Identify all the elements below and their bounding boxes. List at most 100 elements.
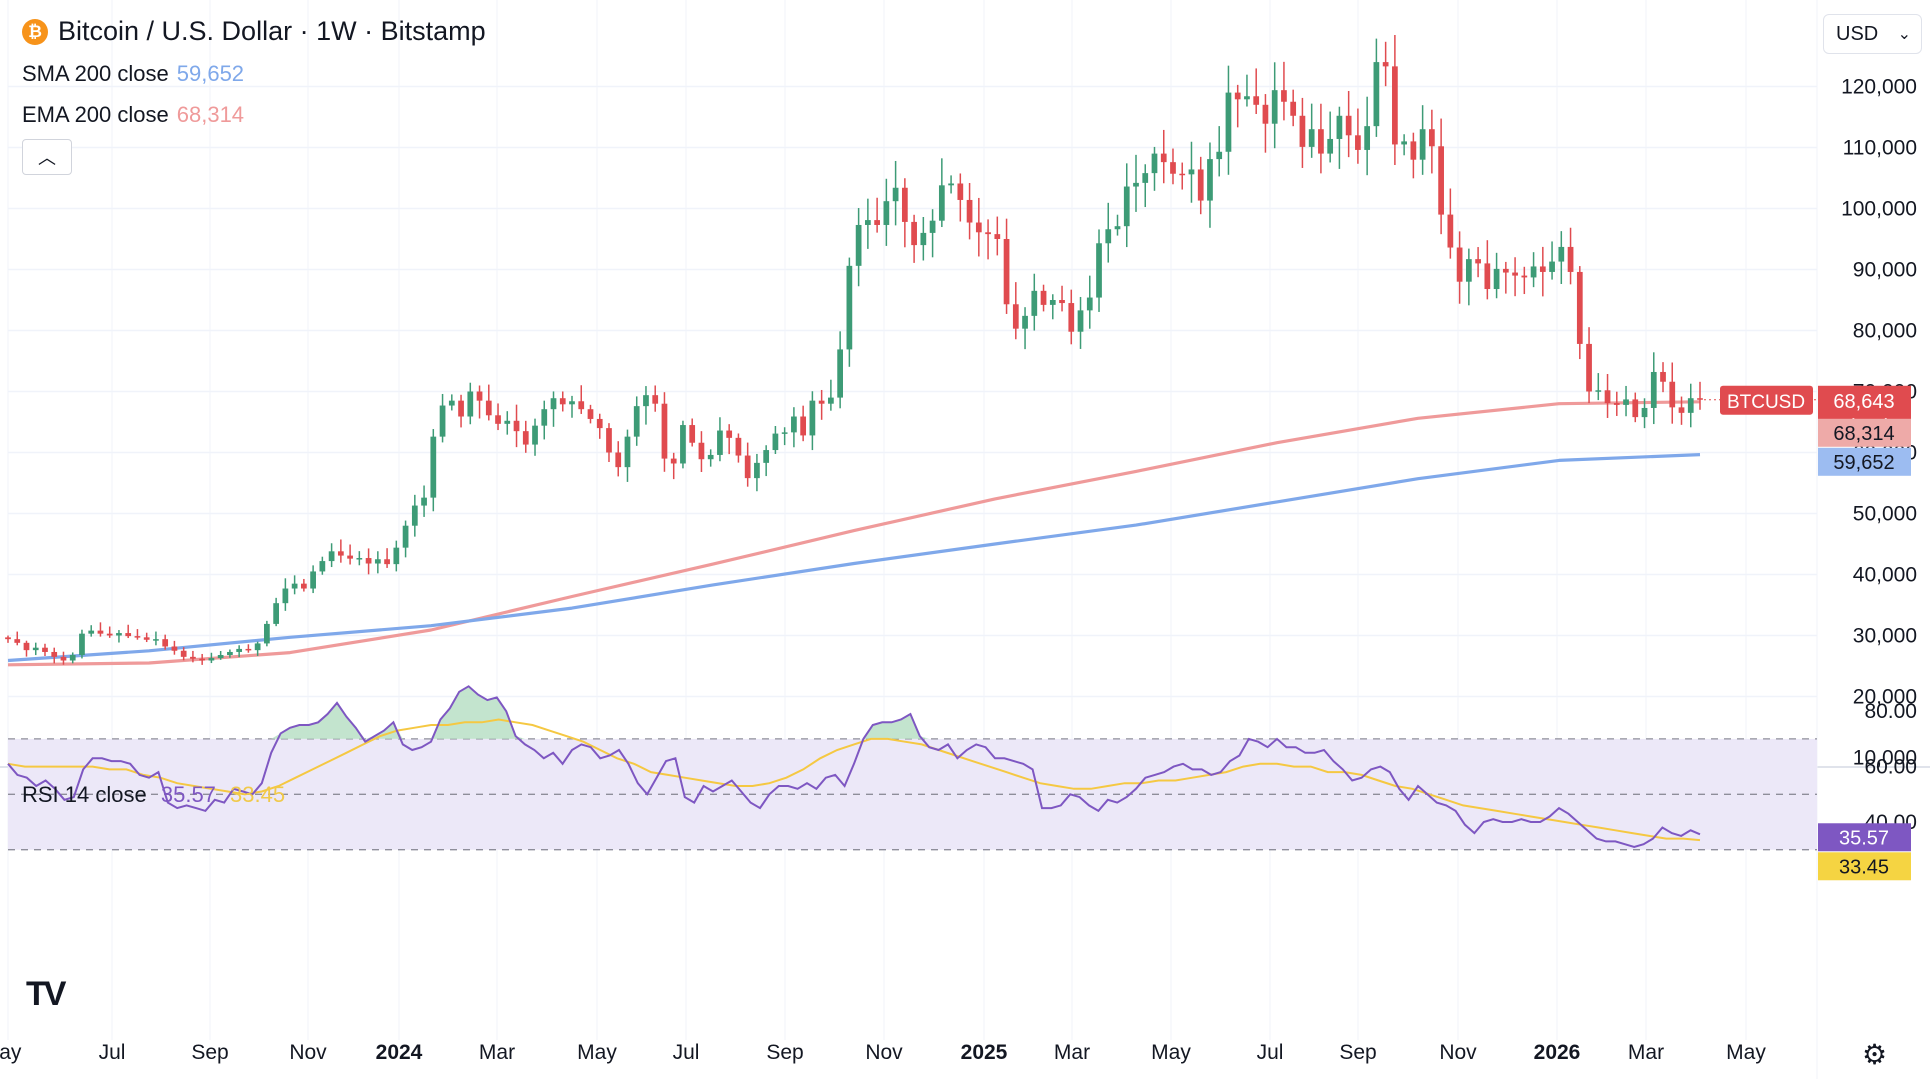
candle-up: [846, 265, 853, 350]
candle-down: [1521, 275, 1528, 278]
candle-down: [994, 234, 1001, 239]
candle-down: [485, 400, 492, 416]
price-axis[interactable]: 120,000110,000100,00090,00080,00070,0006…: [1841, 76, 1917, 770]
candle-down: [384, 559, 390, 565]
candle-up: [643, 395, 649, 407]
settings-gear-icon[interactable]: ⚙: [1862, 1039, 1888, 1070]
candle-down: [301, 583, 307, 589]
candle-down: [1604, 390, 1611, 404]
candlestick-series[interactable]: [5, 35, 1703, 665]
chart-title: Bitcoin / U.S. Dollar · 1W · Bitstamp: [58, 16, 486, 46]
candle-down: [901, 187, 908, 222]
candle-down: [245, 648, 252, 651]
candle-down: [1262, 104, 1269, 124]
candle-down: [1234, 92, 1241, 100]
candle-down: [1447, 214, 1454, 248]
price-tick-label: 20,000: [1853, 686, 1917, 709]
candle-down: [1678, 407, 1685, 413]
candle-down: [1345, 115, 1352, 136]
candle-down: [615, 452, 622, 468]
ema-legend[interactable]: EMA 200 close 68,314: [22, 102, 244, 128]
candle-up: [883, 201, 890, 225]
candle-up: [772, 433, 779, 451]
candle-up: [273, 603, 279, 624]
candle-up: [892, 187, 899, 202]
candle-down: [1567, 246, 1574, 272]
sma-value: 59,652: [176, 61, 245, 86]
price-tag-value: 68,643: [1833, 391, 1894, 413]
sma-label: SMA 200 close: [22, 61, 169, 86]
moving-average-lines: [7, 400, 1701, 667]
time-tick-label: Jul: [1257, 1041, 1284, 1064]
candle-up: [929, 220, 936, 233]
candle-up: [254, 643, 261, 651]
price-tick-label: 10,000: [1853, 747, 1917, 770]
candle-down: [818, 400, 825, 404]
candle-down: [661, 403, 668, 459]
tradingview-logo[interactable]: TV: [26, 975, 66, 1013]
candle-down: [874, 220, 880, 225]
candle-up: [421, 497, 427, 506]
candle-up: [920, 232, 927, 246]
candle-up: [1595, 390, 1602, 392]
rsi-legend[interactable]: RSI 14 close 35.57 33.45: [22, 782, 285, 808]
candle-up: [1650, 371, 1657, 408]
currency-label: USD: [1836, 22, 1879, 45]
candle-down: [1660, 371, 1666, 382]
candle-up: [1364, 126, 1371, 150]
candle-up: [633, 406, 640, 437]
collapse-legend-button[interactable]: ︿: [22, 139, 72, 175]
time-tick-label: Nov: [1439, 1041, 1477, 1064]
candle-down: [1160, 153, 1167, 163]
candle-up: [809, 400, 816, 436]
candle-up: [1086, 297, 1093, 311]
candle-up: [1271, 90, 1278, 124]
candle-down: [652, 395, 659, 404]
candle-up: [430, 436, 437, 498]
candle-down: [1576, 271, 1583, 344]
candle-up: [282, 588, 289, 604]
candle-down: [726, 430, 733, 438]
sma-legend[interactable]: SMA 200 close 59,652: [22, 61, 244, 87]
candle-up: [781, 432, 788, 434]
price-tick-label: 50,000: [1853, 503, 1917, 526]
candle-up: [116, 633, 122, 636]
candle-down: [60, 656, 67, 661]
candle-down: [143, 637, 150, 640]
sma-tag-bg: [1818, 447, 1911, 476]
candle-up: [855, 224, 862, 266]
rsi-tag-bg: [1818, 823, 1911, 852]
candle-down: [1299, 115, 1306, 147]
candle-up: [763, 450, 770, 463]
candle-down: [689, 425, 696, 443]
sma-200-line: [7, 453, 1701, 663]
candle-down: [1253, 96, 1260, 105]
candle-down: [1697, 398, 1703, 400]
time-axis[interactable]: lay Jul Sep Nov 2024 Mar May Jul Sep Nov 2025 Mar Ma…: [0, 1041, 1766, 1064]
candle-up: [1049, 300, 1056, 305]
candle-down: [596, 418, 603, 429]
time-tick-label: Sep: [1339, 1041, 1376, 1064]
candle-up: [541, 409, 548, 426]
candle-down: [698, 442, 705, 460]
candle-up: [1096, 243, 1102, 298]
candle-down: [1539, 266, 1546, 272]
candle-up: [291, 583, 298, 589]
rsi-tick-label: 60.00: [1864, 756, 1917, 779]
candle-down: [134, 636, 141, 638]
candle-down: [985, 232, 991, 235]
currency-select[interactable]: USD ⌄: [1823, 14, 1922, 54]
candle-down: [513, 420, 520, 432]
sma-tag-value: 59,652: [1833, 452, 1894, 474]
candle-down: [578, 401, 585, 410]
time-tick-label: May: [1151, 1041, 1191, 1064]
candle-up: [707, 454, 714, 460]
candle-up: [1308, 129, 1315, 147]
ema-tag-value: 68,314: [1833, 423, 1894, 445]
candle-up: [374, 559, 381, 564]
candle-up: [153, 639, 159, 641]
symbol-header[interactable]: ₿ Bitcoin / U.S. Dollar · 1W · Bitstamp: [22, 16, 486, 47]
chevron-down-icon: ⌄: [1897, 26, 1911, 43]
